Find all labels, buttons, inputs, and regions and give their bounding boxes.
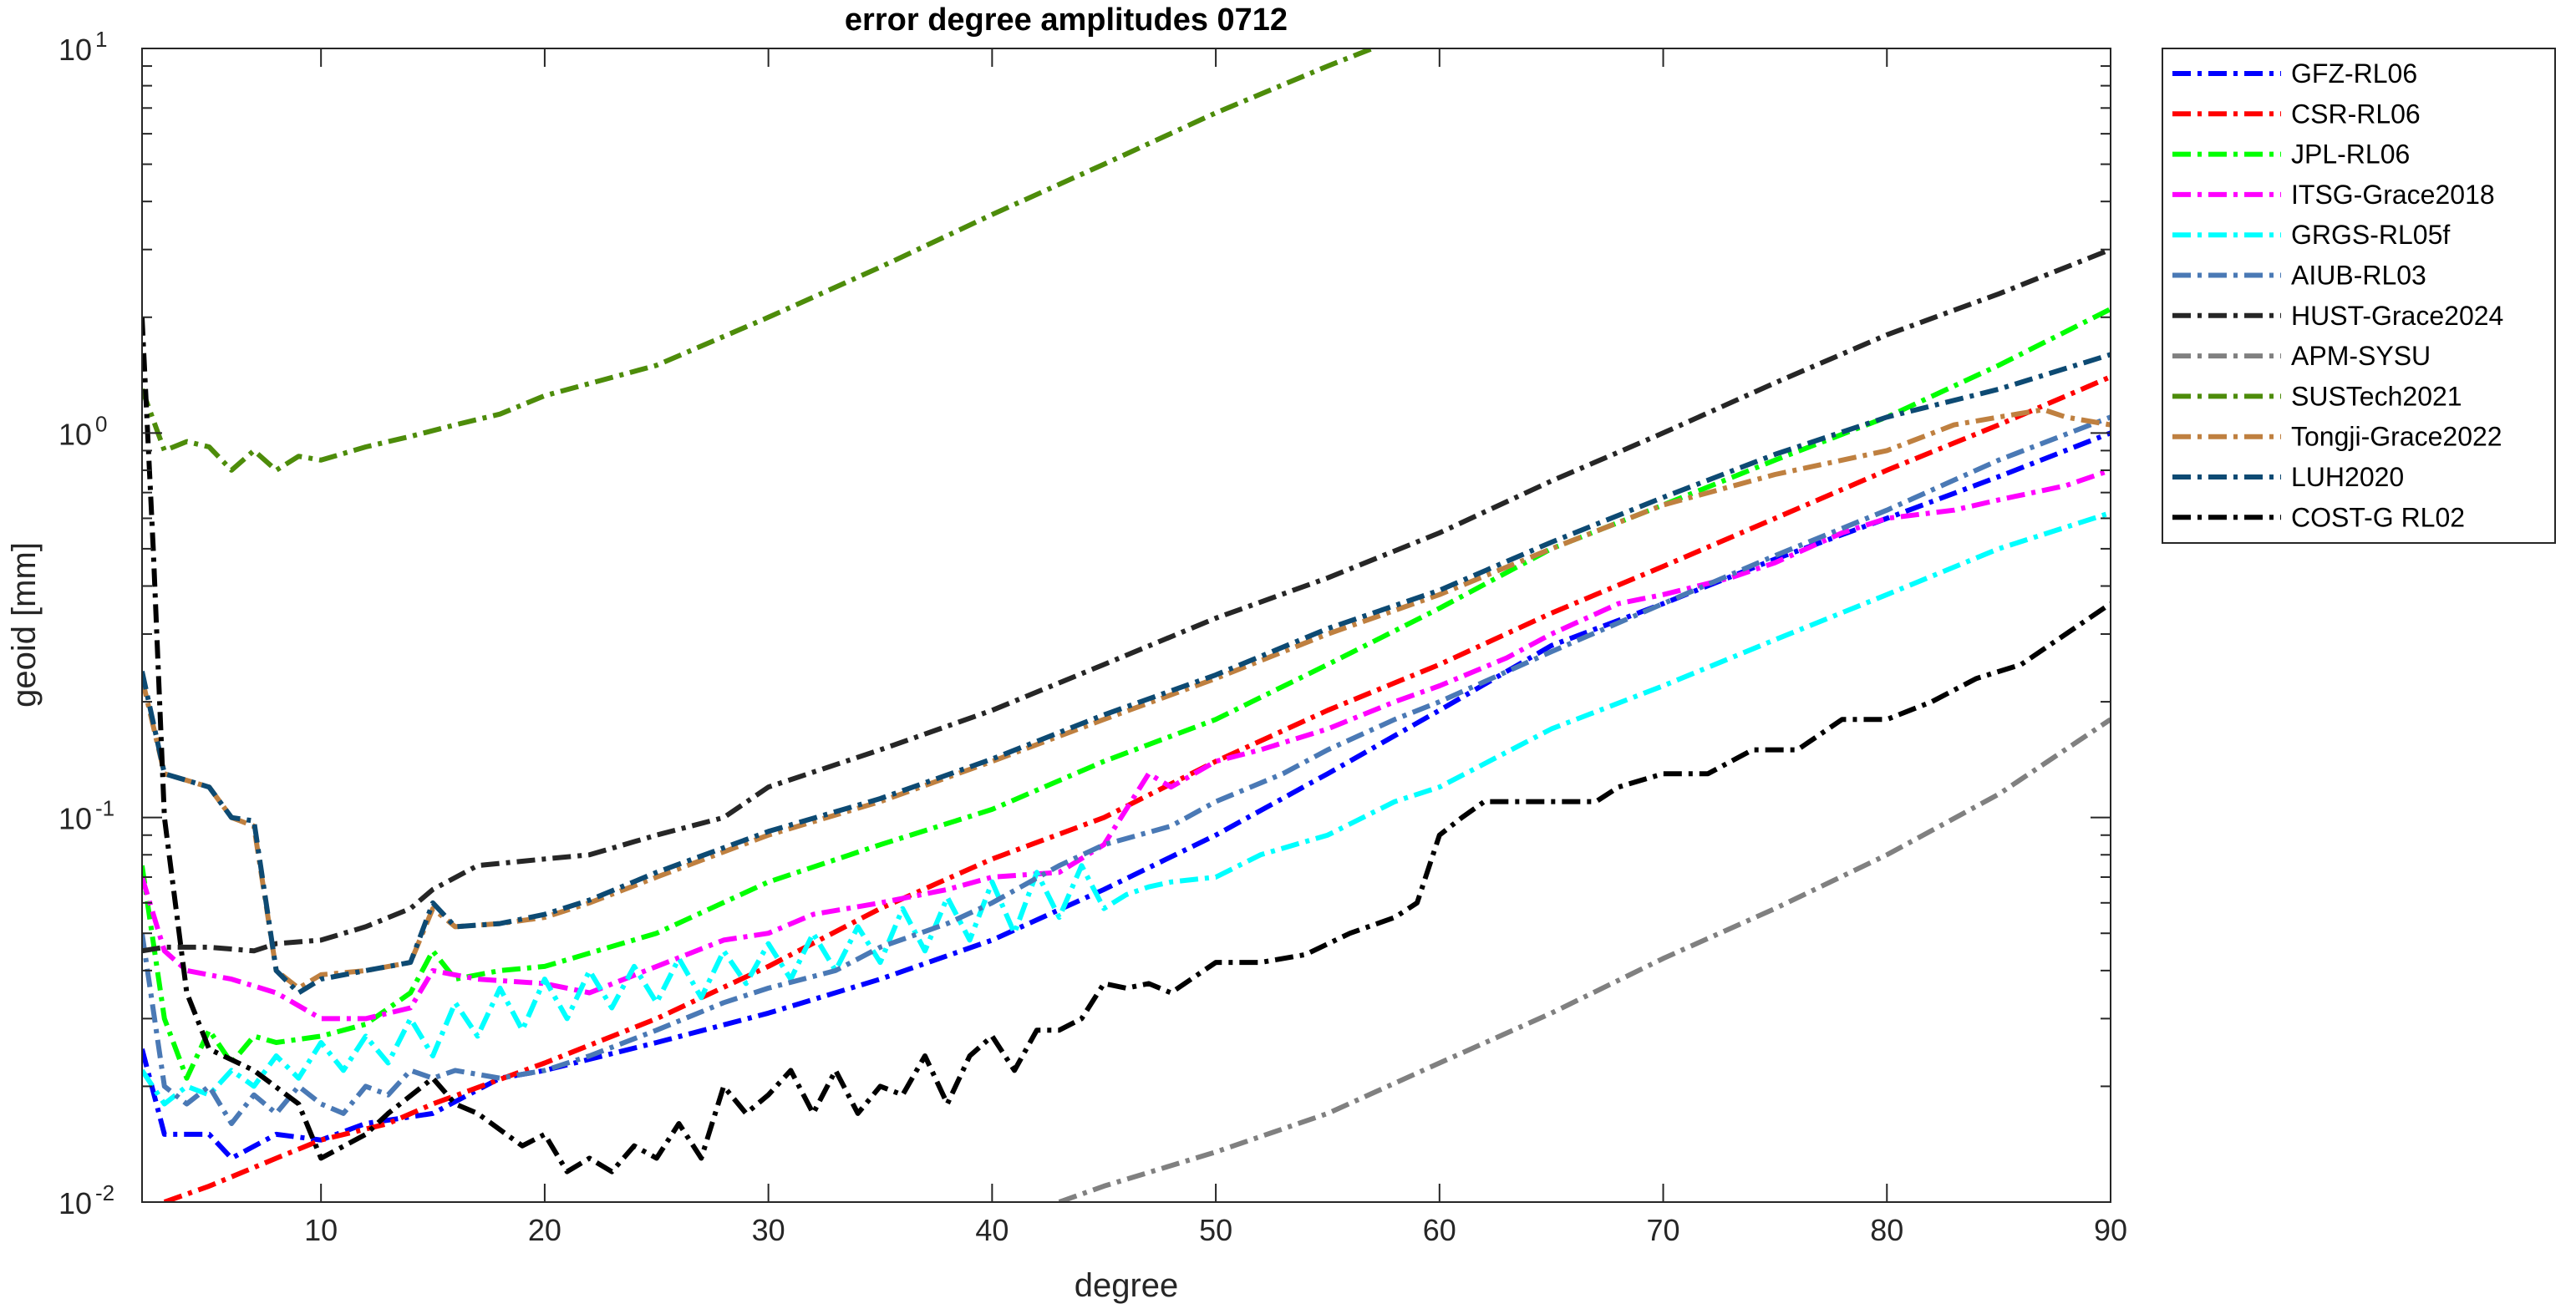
y-tick-exponent-1: -1	[95, 796, 114, 821]
legend: GFZ-RL06 CSR-RL06 JPL-RL06 ITSG-Grace2018 GR…	[2162, 48, 2556, 544]
legend-label-6: HUST-Grace2024	[2291, 301, 2503, 331]
x-tick-label-2: 30	[752, 1213, 785, 1247]
plot-frame	[141, 48, 2111, 1203]
series-line-3	[142, 468, 2111, 1022]
legend-label-1: CSR-RL06	[2291, 99, 2421, 129]
y-axis-label: geoid [mm]	[6, 542, 43, 708]
x-tick-label-4: 50	[1199, 1213, 1232, 1247]
x-tick-label-0: 10	[304, 1213, 338, 1247]
legend-label-0: GFZ-RL06	[2291, 58, 2417, 89]
legend-label-5: AIUB-RL03	[2291, 261, 2426, 291]
series-line-5	[142, 414, 2111, 1126]
series-line-4	[142, 510, 2111, 1107]
series-line-1	[163, 374, 2111, 1202]
series-line-10	[142, 352, 2111, 996]
legend-label-3: ITSG-Grace2018	[2291, 180, 2495, 210]
x-tick-label-3: 40	[975, 1213, 1009, 1247]
legend-label-11: COST-G RL02	[2291, 502, 2465, 532]
legend-label-7: APM-SYSU	[2291, 341, 2431, 371]
y-tick-label-2: 10	[58, 417, 92, 451]
legend-label-8: SUSTech2021	[2291, 381, 2462, 411]
x-axis-ticks: 10 20 30 40 50 60 70 80 90	[304, 48, 2127, 1247]
x-tick-label-1: 20	[528, 1213, 561, 1247]
series-line-7	[1058, 717, 2111, 1202]
x-tick-label-8: 90	[2094, 1213, 2127, 1247]
chart-title: error degree amplitudes 0712	[845, 3, 1288, 38]
series-line-9	[142, 407, 2111, 991]
series-line-8	[142, 48, 1374, 473]
y-tick-exponent-3: 1	[95, 27, 107, 52]
y-tick-exponent-2: 0	[95, 411, 107, 436]
series-line-6	[142, 246, 2111, 954]
y-tick-label-1: 10	[58, 802, 92, 836]
legend-label-9: Tongji-Grace2022	[2291, 422, 2502, 452]
series-line-11	[142, 317, 2111, 1175]
series-layer	[142, 48, 2111, 1202]
plot-area	[142, 48, 2111, 1202]
legend-label-2: JPL-RL06	[2291, 140, 2410, 170]
x-tick-label-5: 60	[1423, 1213, 1456, 1247]
x-tick-label-6: 70	[1647, 1213, 1680, 1247]
y-tick-label-0: 10	[58, 1186, 92, 1220]
legend-box	[2162, 48, 2556, 544]
y-tick-label-3: 10	[58, 33, 92, 67]
x-axis-label: degree	[1075, 1267, 1179, 1304]
x-tick-label-7: 80	[1870, 1213, 1903, 1247]
legend-label-10: LUH2020	[2291, 462, 2404, 492]
legend-label-4: GRGS-RL05f	[2291, 220, 2450, 250]
y-tick-exponent-0: -2	[95, 1180, 114, 1205]
